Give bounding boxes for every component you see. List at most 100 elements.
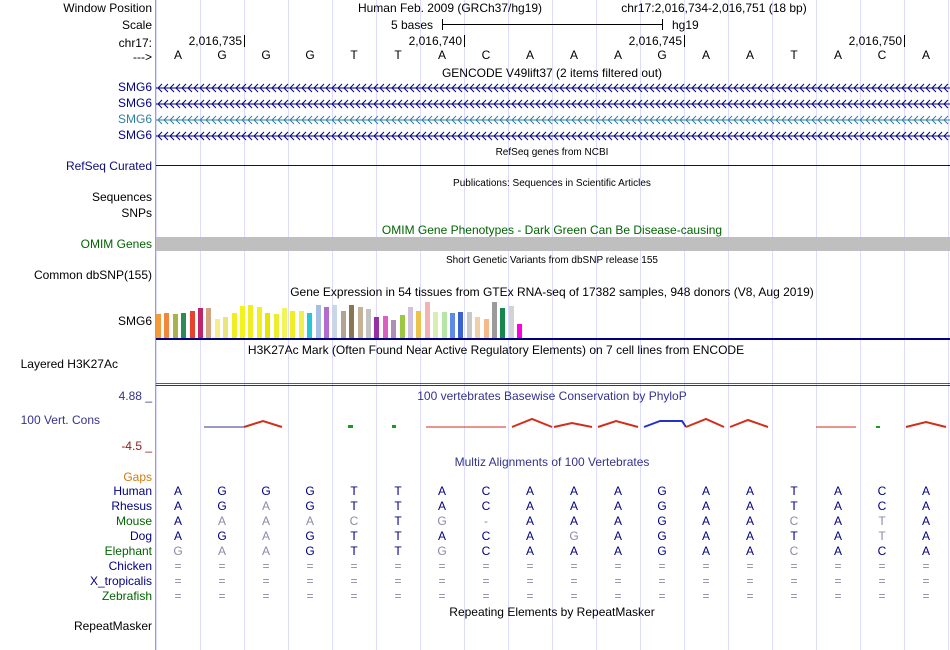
strand-chevron	[643, 83, 649, 93]
refseq-gene-line[interactable]	[156, 165, 950, 166]
gtex-tissue-bar[interactable]	[206, 308, 211, 338]
gtex-tissue-bar[interactable]	[383, 316, 388, 338]
gtex-tissue-bar[interactable]	[290, 311, 295, 338]
species-label-chicken[interactable]: Chicken	[108, 559, 152, 573]
gtex-tissue-bar[interactable]	[442, 312, 447, 338]
species-label-zebrafish[interactable]: Zebrafish	[101, 589, 152, 603]
alignment-base: T	[350, 499, 358, 513]
species-label-dog[interactable]: Dog	[129, 529, 152, 543]
gtex-tissue-bar[interactable]	[458, 312, 463, 338]
gtex-tissue-bar[interactable]	[374, 317, 379, 338]
gtex-tissue-bar[interactable]	[316, 305, 321, 338]
gtex-tissue-bar[interactable]	[500, 308, 505, 338]
gtex-tissue-bar[interactable]	[416, 311, 421, 338]
gtex-tissue-bar[interactable]	[164, 313, 169, 338]
strand-chevron	[613, 83, 619, 93]
gene-strand-smg6-2[interactable]	[156, 99, 950, 109]
alignment-base: =	[394, 574, 402, 588]
strand-chevron	[391, 115, 397, 125]
gtex-tissue-bar[interactable]	[299, 311, 304, 338]
h3k27ac-track-label[interactable]: Layered H3K27Ac	[20, 357, 118, 371]
species-label-mouse[interactable]: Mouse	[115, 514, 152, 528]
gtex-tissue-bar[interactable]	[517, 324, 522, 338]
gtex-tissue-bar[interactable]	[366, 309, 371, 338]
gene-track-label-smg6-2[interactable]: SMG6	[117, 96, 152, 110]
phylop-track-label[interactable]: 100 Vert. Cons	[20, 413, 100, 427]
gtex-tissue-bar[interactable]	[492, 302, 497, 338]
species-label-rhesus[interactable]: Rhesus	[111, 499, 152, 513]
gtex-tissue-bar[interactable]	[307, 313, 312, 338]
gtex-track-label[interactable]: SMG6	[117, 314, 152, 328]
gene-strand-smg6-1[interactable]	[156, 83, 950, 93]
gtex-tissue-bar[interactable]	[156, 314, 161, 338]
gtex-tissue-bar[interactable]	[408, 307, 413, 338]
alignment-base: A	[745, 529, 754, 543]
alignment-row-x-tropicalis[interactable]: = = = = = = = = = = = = = = = = = =	[156, 574, 950, 589]
gtex-tissue-bar[interactable]	[358, 307, 363, 338]
gtex-tissue-bar[interactable]	[433, 312, 438, 338]
omim-track-label[interactable]: OMIM Genes	[80, 237, 152, 251]
species-label-human[interactable]: Human	[113, 484, 152, 498]
gtex-tissue-bar[interactable]	[475, 317, 480, 338]
snps-track-label[interactable]: SNPs	[121, 206, 152, 220]
repeatmasker-track-label[interactable]: RepeatMasker	[73, 619, 152, 633]
gtex-tissue-bar[interactable]	[400, 315, 405, 338]
gtex-tissue-bar[interactable]	[198, 308, 203, 338]
gtex-tissue-bar[interactable]	[324, 307, 329, 338]
track-image[interactable]: Human Feb. 2009 (GRCh37/hg19) chr17:2,01…	[156, 0, 950, 650]
strand-chevron	[295, 131, 301, 141]
strand-chevron	[271, 99, 277, 109]
alignment-row-chicken[interactable]: = = = = = = = = = = = = = = = = = =	[156, 559, 950, 574]
strand-chevron	[409, 99, 415, 109]
gtex-tissue-bar[interactable]	[341, 311, 346, 338]
gtex-tissue-bar[interactable]	[240, 306, 245, 338]
gtex-tissue-bar[interactable]	[173, 314, 178, 338]
dbsnp-track-label[interactable]: Common dbSNP(155)	[33, 268, 152, 282]
gene-track-label-smg6-3[interactable]: SMG6	[117, 112, 152, 126]
species-label-elephant[interactable]: Elephant	[104, 544, 152, 558]
gtex-tissue-bar[interactable]	[274, 314, 279, 338]
sequences-track-label[interactable]: Sequences	[91, 190, 152, 204]
strand-chevron	[247, 131, 253, 141]
gtex-tissue-bar[interactable]	[332, 305, 337, 338]
gtex-tissue-bar[interactable]	[509, 306, 514, 338]
strand-chevron	[841, 83, 847, 93]
species-label-x-tropicalis[interactable]: X_tropicalis	[89, 574, 152, 588]
gene-track-label-smg6-4[interactable]: SMG6	[117, 128, 152, 142]
gtex-tissue-bar[interactable]	[349, 305, 354, 338]
strand-chevron	[223, 115, 229, 125]
gtex-tissue-bar[interactable]	[232, 313, 237, 338]
omim-gene-bar[interactable]	[156, 237, 950, 251]
gtex-expression-bars[interactable]	[156, 300, 950, 338]
gtex-tissue-bar[interactable]	[467, 312, 472, 338]
strand-chevron	[697, 115, 703, 125]
gtex-tissue-bar[interactable]	[223, 317, 228, 338]
gtex-tissue-bar[interactable]	[248, 305, 253, 338]
gtex-tissue-bar[interactable]	[282, 308, 287, 338]
gtex-tissue-bar[interactable]	[484, 319, 489, 338]
phylop-conservation-wiggle[interactable]	[156, 405, 950, 435]
gtex-tissue-bar[interactable]	[257, 307, 262, 338]
gtex-tissue-bar[interactable]	[181, 313, 186, 338]
alignment-row-zebrafish[interactable]: = = = = = = = = = = = = = = = = = =	[156, 589, 950, 604]
gene-track-label-smg6-1[interactable]: SMG6	[117, 80, 152, 94]
gtex-tissue-bar[interactable]	[265, 313, 270, 338]
gaps-track-label[interactable]: Gaps	[123, 470, 152, 484]
strand-chevron	[211, 99, 217, 109]
gtex-tissue-bar[interactable]	[215, 319, 220, 338]
gene-strand-smg6-3[interactable]	[156, 115, 950, 125]
gtex-tissue-bar[interactable]	[190, 311, 195, 338]
strand-chevron	[415, 83, 421, 93]
strand-chevron	[223, 131, 229, 141]
gene-strand-smg6-4[interactable]	[156, 131, 950, 141]
strand-chevron	[715, 99, 721, 109]
gtex-tissue-bar[interactable]	[425, 302, 430, 338]
gtex-tissue-bar[interactable]	[391, 320, 396, 338]
gtex-tissue-bar[interactable]	[450, 313, 455, 338]
refseq-track-label[interactable]: RefSeq Curated	[65, 159, 152, 173]
